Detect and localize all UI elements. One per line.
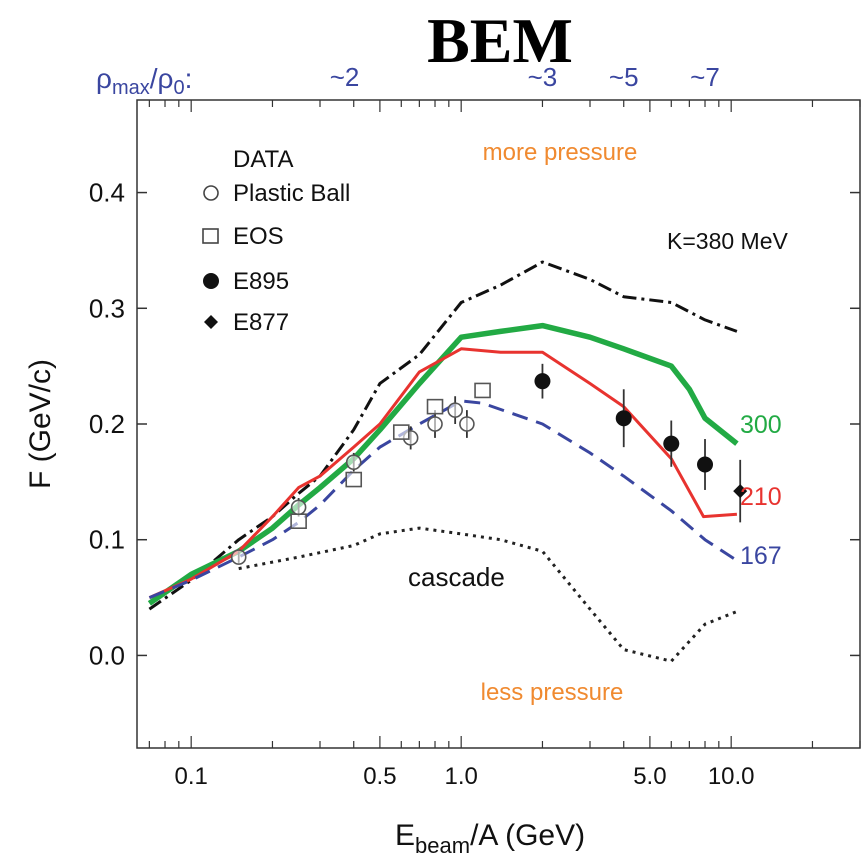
- top-axis-ticks: ~2 ~3 ~5 ~7: [330, 62, 720, 92]
- series-line-4: [238, 526, 738, 663]
- y-tick-label-0: 0.0: [89, 640, 125, 670]
- legend-eos: EOS: [233, 223, 284, 250]
- top-axis-label: ρmax/ρ0:: [96, 63, 192, 99]
- top-tick-label-0: ~2: [330, 62, 360, 92]
- y-axis-label: F (GeV/c): [24, 359, 57, 489]
- plastic-ball-point-2: [345, 454, 362, 470]
- y-tick-label-2: 0.2: [89, 409, 125, 439]
- annotation-300: 300: [740, 411, 782, 439]
- x-tick-label-3: 5.0: [633, 763, 666, 790]
- e895-point-2: [663, 435, 680, 452]
- plastic-ball-point-4: [427, 416, 443, 432]
- eos-point-0: [290, 513, 307, 530]
- x-tick-label-2: 1.0: [444, 763, 477, 790]
- eos-point-1: [345, 471, 363, 488]
- plastic-ball-point-5: [447, 402, 463, 418]
- legend-e895: E895: [233, 268, 289, 295]
- top-label-sub-max: max: [112, 77, 150, 99]
- x-label-sub-beam: beam: [415, 833, 470, 858]
- legend-plastic-ball: Plastic Ball: [233, 180, 350, 207]
- legend: DATA Plastic Ball EOS E895 E877: [202, 146, 350, 336]
- series-line-2: [148, 347, 738, 599]
- y-tick-label-3: 0.3: [89, 293, 125, 323]
- top-label-colon: :: [185, 63, 193, 94]
- eos-point-3: [426, 398, 444, 415]
- x-minor-ticks: [148, 100, 861, 748]
- annotation-less-pressure: less pressure: [481, 679, 624, 706]
- e895-point-1: [615, 410, 632, 427]
- plastic-ball-point-0: [230, 549, 247, 565]
- plastic-ball-point-1: [290, 499, 307, 516]
- legend-e877: E877: [233, 309, 289, 336]
- y-tick-label-4: 0.4: [89, 178, 125, 208]
- top-tick-label-3: ~7: [690, 62, 720, 92]
- eos-point-2: [392, 424, 410, 440]
- annotation-167: 167: [740, 542, 782, 570]
- top-label-slash-rho: /ρ: [150, 63, 174, 94]
- x-label-rest: /A (GeV): [470, 819, 585, 852]
- x-tick-label-4: 10.0: [708, 763, 755, 790]
- annotation-k380: K=380 MeV: [667, 228, 788, 254]
- eos-point-4: [474, 382, 491, 399]
- series-line-0: [148, 260, 738, 611]
- x-tick-label-0: 0.1: [174, 763, 207, 790]
- x-axis-label: Ebeam/A (GeV): [395, 819, 585, 858]
- y-axis-ticks: 0.0 0.1 0.2 0.3 0.4: [89, 178, 860, 670]
- annotation-210: 210: [740, 483, 782, 511]
- legend-e877-icon: [204, 315, 218, 329]
- e895-point-0: [534, 373, 551, 390]
- annotation-more-pressure: more pressure: [483, 139, 638, 166]
- plastic-ball-point-6: [459, 416, 475, 432]
- svg-text:ρmax/ρ0:: ρmax/ρ0:: [96, 63, 192, 99]
- chart-title: BEM: [427, 5, 573, 76]
- x-label-e: E: [395, 819, 415, 852]
- legend-eos-icon: [202, 228, 219, 244]
- top-label-sub-0: 0: [173, 77, 184, 99]
- legend-e895-icon: [203, 273, 219, 289]
- top-tick-label-2: ~5: [609, 62, 639, 92]
- legend-plastic-ball-icon: [203, 185, 219, 201]
- x-tick-label-1: 0.5: [363, 763, 396, 790]
- top-label-rho: ρ: [96, 63, 112, 94]
- annotation-cascade: cascade: [408, 562, 505, 592]
- top-tick-label-1: ~3: [528, 62, 558, 92]
- series-layer: [147, 260, 739, 663]
- marker-layer: [230, 363, 748, 565]
- e877-point-0: [733, 484, 748, 499]
- y-tick-label-1: 0.1: [89, 525, 125, 555]
- legend-title: DATA: [233, 146, 293, 173]
- e895-point-3: [697, 456, 714, 473]
- x-axis-ticks: 0.1 0.5 1.0 5.0 10.0: [174, 763, 754, 790]
- chart-annotations: more pressure less pressure K=380 MeV ca…: [408, 139, 788, 706]
